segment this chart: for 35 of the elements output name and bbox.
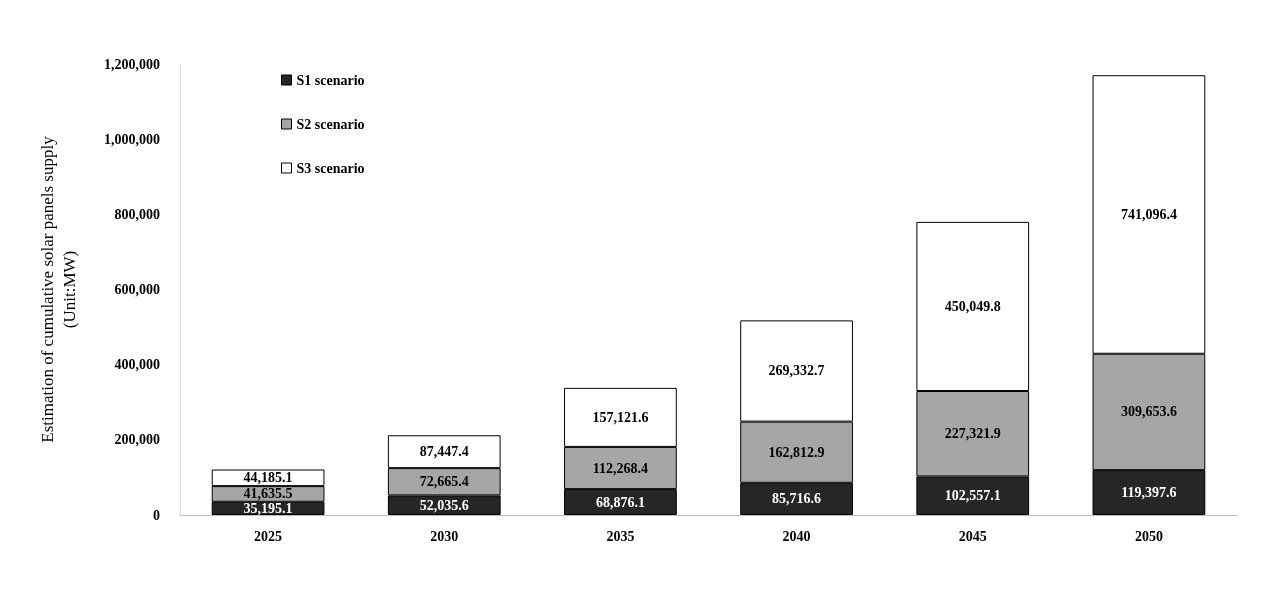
y-axis-title: Estimation of cumulative solar panels supply (Unit:MW) — [37, 135, 79, 443]
data-label: 741,096.4 — [1120, 206, 1177, 222]
data-label: 112,268.4 — [592, 460, 649, 476]
x-tick-label: 2035 — [606, 528, 635, 544]
x-tick-label: 2030 — [430, 528, 459, 544]
data-label: 269,332.7 — [768, 363, 825, 379]
y-tick-label: 1,000,000 — [104, 131, 160, 147]
legend-label: S3 scenario — [296, 160, 365, 176]
data-label: 119,397.6 — [1121, 485, 1177, 501]
x-tick-label: 2025 — [254, 528, 283, 544]
data-label: 52,035.6 — [419, 497, 469, 513]
data-label: 162,812.9 — [768, 444, 825, 460]
data-label: 35,195.1 — [243, 500, 293, 516]
data-label: 44,185.1 — [243, 470, 293, 486]
data-label: 68,876.1 — [595, 494, 645, 510]
x-tick-label: 2045 — [958, 528, 987, 544]
data-label: 227,321.9 — [944, 426, 1001, 442]
data-label: 72,665.4 — [419, 474, 469, 490]
y-tick-label: 400,000 — [114, 357, 160, 373]
y-tick-label: 1,200,000 — [104, 56, 160, 72]
y-tick-label: 200,000 — [114, 432, 160, 448]
legend-label: S1 scenario — [296, 72, 365, 88]
x-tick-label: 2050 — [1134, 528, 1163, 544]
y-tick-label: 0 — [153, 507, 160, 523]
data-label: 41,635.5 — [243, 486, 293, 502]
legend-label: S2 scenario — [296, 116, 365, 132]
y-tick-label: 800,000 — [114, 206, 160, 222]
data-label: 157,121.6 — [592, 409, 649, 425]
data-label: 87,447.4 — [419, 444, 469, 460]
data-label: 309,653.6 — [1120, 404, 1177, 420]
data-label: 102,557.1 — [944, 488, 1001, 504]
x-tick-label: 2040 — [782, 528, 811, 544]
data-label: 450,049.8 — [944, 298, 1001, 314]
data-label: 85,716.6 — [772, 491, 822, 507]
y-tick-label: 600,000 — [114, 282, 160, 297]
